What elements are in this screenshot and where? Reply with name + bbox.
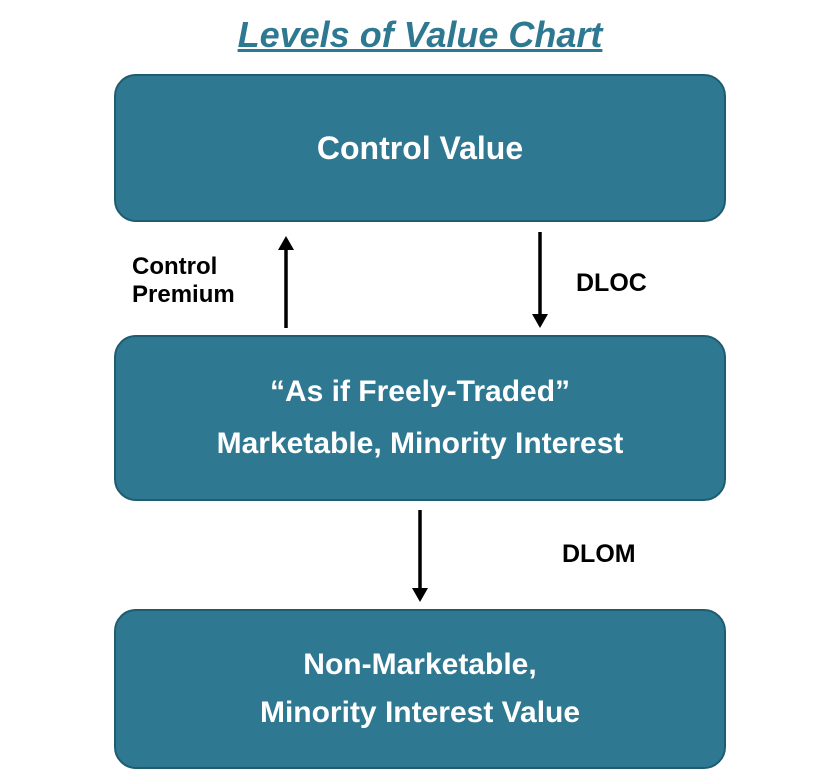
box-control-value-line1: Control Value — [136, 130, 704, 167]
box-marketable-minority-line2: Marketable, Minority Interest — [136, 427, 704, 461]
arrow-dloc-down — [524, 232, 556, 342]
box-nonmarketable-line1: Non-Marketable, — [136, 648, 704, 682]
box-marketable-minority-line1: “As if Freely-Traded” — [136, 375, 704, 409]
arrow-dlom-down — [404, 510, 436, 616]
box-nonmarketable: Non-Marketable, Minority Interest Value — [114, 609, 726, 769]
label-control-premium: Control Premium — [132, 253, 235, 308]
box-marketable-minority: “As if Freely-Traded” Marketable, Minori… — [114, 335, 726, 501]
diagram-canvas: CLEAN PNG Levels of Value Chart Control … — [0, 0, 840, 779]
box-control-value: Control Value — [114, 74, 726, 222]
arrow-control-premium-up — [270, 236, 302, 342]
chart-title: Levels of Value Chart — [238, 14, 603, 56]
box-nonmarketable-line2: Minority Interest Value — [136, 696, 704, 730]
label-dlom: DLOM — [562, 540, 636, 569]
label-dloc: DLOC — [576, 269, 647, 298]
